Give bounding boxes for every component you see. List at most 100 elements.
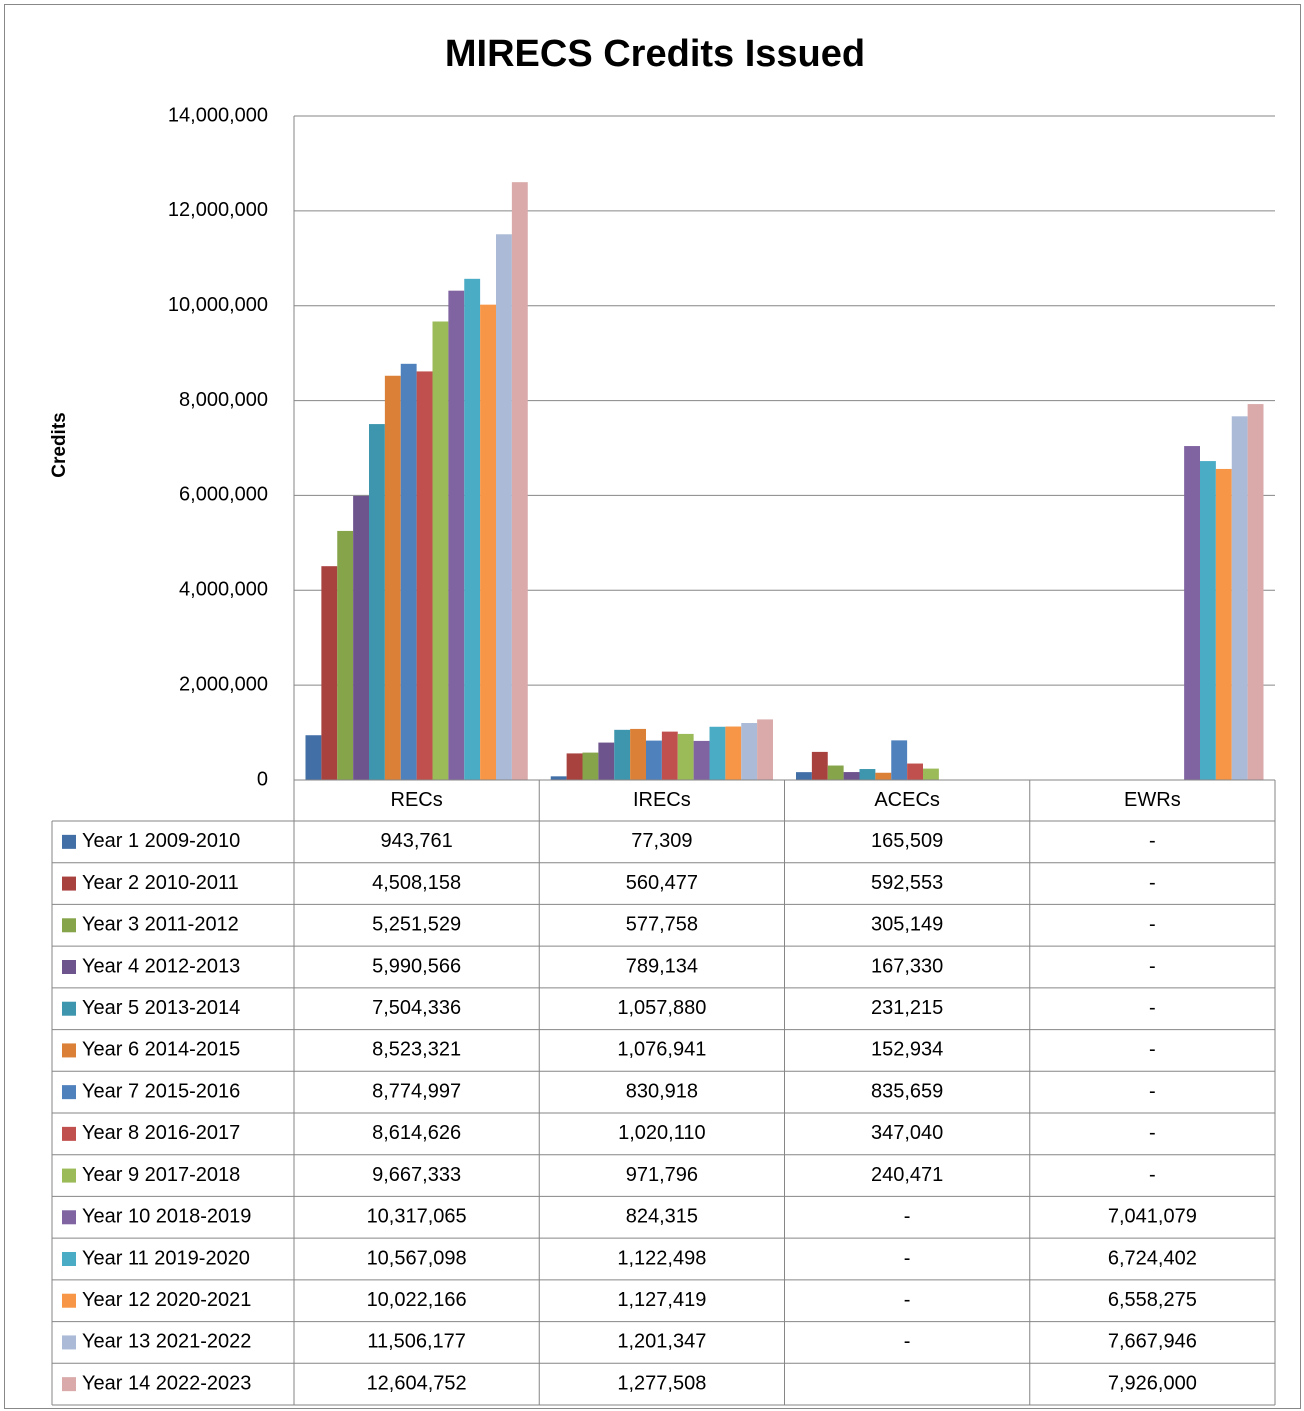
bar xyxy=(677,733,694,780)
table-cell: - xyxy=(1149,1039,1156,1061)
legend-swatch xyxy=(62,1210,76,1225)
legend-label: Year 3 2011-2012 xyxy=(82,914,239,936)
legend-swatch xyxy=(62,1293,76,1308)
table-cell: - xyxy=(1149,997,1156,1019)
table-cell: 9,667,333 xyxy=(372,1164,461,1186)
y-tick-label: 0 xyxy=(257,768,268,790)
y-tick-label: 6,000,000 xyxy=(179,484,268,506)
y-axis-label: Credits xyxy=(49,412,70,477)
table-cell: 1,127,419 xyxy=(617,1289,706,1311)
y-tick-label: 10,000,000 xyxy=(168,294,268,316)
bar xyxy=(661,731,678,780)
bar xyxy=(448,290,465,780)
bar xyxy=(464,278,481,780)
legend-label: Year 14 2022-2023 xyxy=(82,1372,251,1394)
table-cell: 10,317,065 xyxy=(367,1206,467,1228)
legend-label: Year 11 2019-2020 xyxy=(82,1247,250,1269)
table-cell: 1,201,347 xyxy=(617,1331,706,1353)
bar xyxy=(511,182,528,780)
legend-label: Year 2 2010-2011 xyxy=(82,872,239,894)
bar xyxy=(1184,446,1200,780)
table-cell: 560,477 xyxy=(626,872,698,894)
table-cell: - xyxy=(1149,914,1156,936)
legend-swatch xyxy=(62,1377,76,1392)
bar xyxy=(321,566,338,780)
bar xyxy=(725,726,742,780)
legend-label: Year 9 2017-2018 xyxy=(82,1164,240,1186)
legend-swatch xyxy=(62,876,76,891)
bar xyxy=(923,768,939,780)
legend-swatch xyxy=(62,1126,76,1141)
table-cell: 10,022,166 xyxy=(367,1289,467,1311)
table-cell: 305,149 xyxy=(871,914,943,936)
table-cell: 12,604,752 xyxy=(367,1372,467,1394)
legend-label: Year 6 2014-2015 xyxy=(82,1039,240,1061)
bar xyxy=(1215,468,1232,780)
table-cell: 5,990,566 xyxy=(372,955,461,977)
legend-label: Year 4 2012-2013 xyxy=(82,955,240,977)
bar xyxy=(757,719,773,780)
bar xyxy=(1200,461,1216,780)
table-cell: 1,076,941 xyxy=(617,1039,706,1061)
table-cell: 6,558,275 xyxy=(1108,1289,1197,1311)
legend-swatch xyxy=(62,1001,76,1016)
table-cell: 152,934 xyxy=(871,1039,943,1061)
table-cell: 1,020,110 xyxy=(618,1122,706,1144)
table-cell: 11,506,177 xyxy=(367,1331,466,1353)
table-cell: 8,614,626 xyxy=(372,1122,461,1144)
bar xyxy=(827,765,844,780)
bar xyxy=(432,321,449,780)
table-cell: - xyxy=(1149,1080,1156,1102)
table-cell: - xyxy=(904,1289,911,1311)
x-tick-label: RECs xyxy=(391,789,443,811)
table-cell: - xyxy=(1149,830,1156,852)
bar xyxy=(646,740,662,780)
chart-border xyxy=(4,4,1301,1409)
bar xyxy=(598,742,615,780)
legend-swatch xyxy=(62,1168,76,1183)
table-cell: 1,277,508 xyxy=(617,1372,706,1394)
legend-label: Year 10 2018-2019 xyxy=(82,1206,251,1228)
bar xyxy=(796,772,812,780)
bar xyxy=(614,729,631,780)
bar xyxy=(400,363,417,780)
legend-label: Year 8 2016-2017 xyxy=(82,1122,240,1144)
table-cell: - xyxy=(1149,872,1156,894)
table-cell: 824,315 xyxy=(626,1206,698,1228)
bar xyxy=(353,495,369,780)
legend-label: Year 5 2013-2014 xyxy=(82,997,240,1019)
legend-label: Year 12 2020-2021 xyxy=(82,1289,251,1311)
table-cell: 4,508,158 xyxy=(372,872,461,894)
table-cell: - xyxy=(1149,1122,1156,1144)
bar xyxy=(369,424,385,780)
table-cell: - xyxy=(1149,955,1156,977)
legend-label: Year 13 2021-2022 xyxy=(82,1331,251,1353)
bar xyxy=(693,740,710,780)
table-cell: 8,523,321 xyxy=(372,1039,461,1061)
table-cell: 789,134 xyxy=(626,955,698,977)
bar xyxy=(416,371,433,780)
table-cell: 7,926,000 xyxy=(1108,1372,1197,1394)
bar xyxy=(496,234,512,781)
bar xyxy=(1231,416,1248,780)
y-tick-label: 2,000,000 xyxy=(179,673,268,695)
bar xyxy=(1247,404,1264,780)
bar xyxy=(891,740,908,780)
bar xyxy=(907,763,923,780)
bar xyxy=(875,772,892,780)
table-cell: - xyxy=(1149,1164,1156,1186)
table-cell: 7,504,336 xyxy=(372,997,461,1019)
table-cell: 10,567,098 xyxy=(367,1247,467,1269)
bar xyxy=(843,772,860,780)
bar xyxy=(384,375,401,780)
y-tick-label: 4,000,000 xyxy=(179,579,268,601)
bar xyxy=(709,726,726,780)
legend-label: Year 1 2009-2010 xyxy=(82,830,240,852)
table-cell: 1,057,880 xyxy=(617,997,706,1019)
bar xyxy=(480,304,496,780)
x-tick-label: IRECs xyxy=(633,789,691,811)
table-cell: - xyxy=(904,1247,911,1269)
table-cell: 971,796 xyxy=(626,1164,698,1186)
x-tick-label: EWRs xyxy=(1124,789,1181,811)
